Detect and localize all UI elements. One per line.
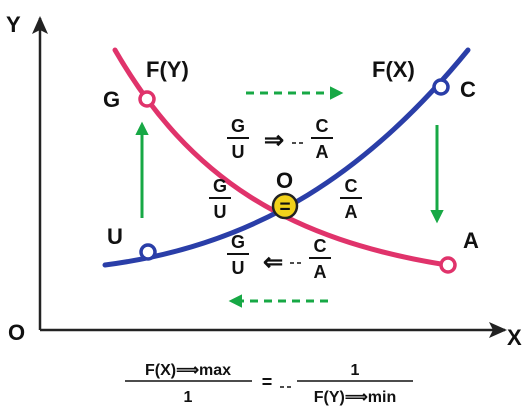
- ratio-top: G U ⇒ C A: [227, 116, 333, 162]
- point-a-label: A: [463, 228, 479, 253]
- fraction-mid-left-num: G: [213, 176, 227, 196]
- fraction-mid-right-den: A: [345, 202, 358, 222]
- fraction-top-left-num: G: [231, 116, 245, 136]
- x-axis-label: X: [507, 325, 522, 350]
- fraction-mid-left-den: U: [214, 202, 227, 222]
- ratio-top-arrow: ⇒: [264, 127, 284, 154]
- ratio-mid-left: G U: [209, 176, 231, 222]
- point-c-marker: [432, 78, 450, 96]
- curve-f-y: [112, 47, 450, 268]
- point-c-label: C: [460, 77, 476, 102]
- fraction-bottom-right-den: A: [314, 262, 327, 282]
- formula-left-numerator: F(X)⟹max: [145, 362, 231, 379]
- formula-equals: =: [262, 372, 273, 392]
- point-g-marker: [138, 90, 156, 108]
- fraction-bottom-right-num: C: [314, 236, 327, 256]
- curve-f-y-label: F(Y): [146, 57, 189, 82]
- equilibrium-label: O: [276, 168, 293, 193]
- point-g-label: G: [103, 87, 120, 112]
- fraction-bottom-left-num: G: [231, 232, 245, 252]
- equilibrium-symbol: =: [279, 197, 290, 218]
- curve-f-x-label: F(X): [372, 57, 415, 82]
- fraction-top-right-num: C: [316, 116, 329, 136]
- origin-label: O: [8, 320, 25, 345]
- ratio-bottom-arrow: ⇐: [263, 249, 283, 276]
- ratio-mid-right: C A: [340, 176, 362, 222]
- formula: F(X)⟹max 1 = 1 F(Y)⟹min: [125, 362, 413, 406]
- fraction-mid-right-num: C: [345, 176, 358, 196]
- point-u-marker: [139, 243, 157, 261]
- fraction-top-left-den: U: [232, 142, 245, 162]
- curve-f-x: [102, 47, 471, 268]
- point-u-label: U: [107, 224, 123, 249]
- point-a-marker: [439, 256, 457, 274]
- formula-left-denominator: 1: [184, 389, 193, 406]
- fraction-bottom-left-den: U: [232, 258, 245, 278]
- fraction-top-right-den: A: [316, 142, 329, 162]
- formula-right-denominator: F(Y)⟹min: [314, 389, 396, 406]
- formula-right-numerator: 1: [351, 362, 360, 379]
- equilibrium-marker: [271, 192, 299, 220]
- ratio-bottom: G U ⇐ C A: [227, 232, 331, 282]
- y-axis-label: Y: [6, 12, 21, 37]
